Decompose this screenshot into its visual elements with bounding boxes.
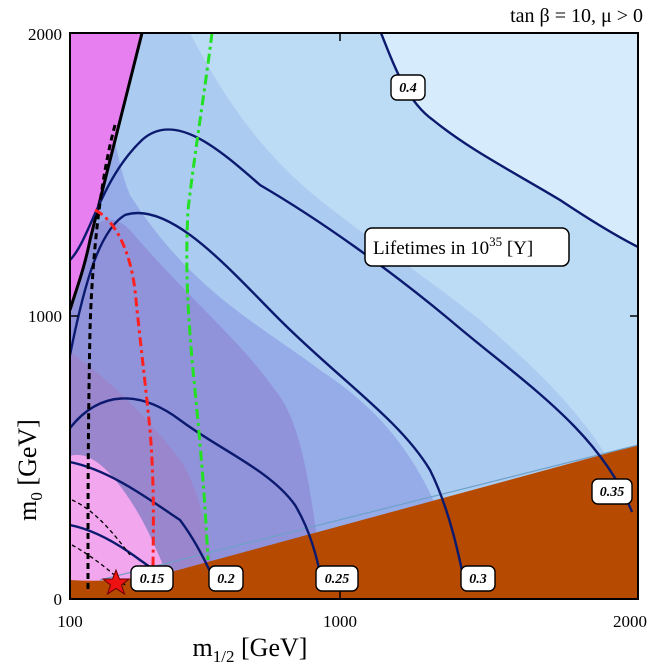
- tick-marks: [70, 33, 638, 599]
- dashed-line-red: [94, 208, 155, 576]
- lifetimes-annotation: Lifetimes in 1035 [Y]: [364, 227, 570, 267]
- svg-text:0.4: 0.4: [399, 81, 417, 96]
- x-tick-label-100: 100: [57, 612, 83, 631]
- svg-text:0.3: 0.3: [469, 572, 487, 587]
- contour-label-0.2: 0.2: [208, 565, 244, 592]
- boundary-top-left: [70, 33, 144, 311]
- region-lifetime-below-0.15: [70, 454, 175, 599]
- y-tick-label-1000: 1000: [28, 307, 62, 326]
- contour-label-0.15: 0.15: [130, 565, 174, 592]
- contour-0.2: [70, 460, 215, 579]
- y-axis-title: m0 [GeV]: [13, 419, 46, 521]
- dashed-line-thin-2: [71, 499, 131, 556]
- svg-text:0.35: 0.35: [600, 485, 625, 500]
- x-tick-label-2000: 2000: [613, 612, 647, 631]
- contour-label-0.35: 0.35: [591, 478, 633, 505]
- plot-area: [70, 33, 638, 599]
- boundary-bottom-right: [99, 444, 638, 581]
- dashed-line-green: [185, 33, 214, 561]
- y-tick-label-2000: 2000: [28, 25, 62, 44]
- svg-text:0.2: 0.2: [217, 572, 235, 587]
- contour-label-0.25: 0.25: [315, 565, 359, 592]
- svg-text:0.25: 0.25: [325, 572, 350, 587]
- svg-text:0.15: 0.15: [140, 572, 165, 587]
- star-icon: [101, 568, 131, 596]
- chart-title: tan β = 10, μ > 0: [510, 5, 643, 27]
- x-tick-label-1000: 1000: [323, 612, 357, 631]
- dashed-line-black: [86, 124, 117, 591]
- contour-label-0.3: 0.3: [460, 565, 496, 592]
- x-axis-title: m1/2 [GeV]: [193, 633, 308, 664]
- contour-label-0.4: 0.4: [390, 74, 426, 101]
- svg-text:Lifetimes in 1035 [Y]: Lifetimes in 1035 [Y]: [373, 234, 533, 259]
- contour-0.35: [70, 128, 634, 513]
- excluded-region-bottom-right: [70, 445, 638, 599]
- contour-0.3: [70, 211, 468, 591]
- contour-0.25: [70, 397, 323, 581]
- y-tick-label-0: 0: [54, 590, 63, 609]
